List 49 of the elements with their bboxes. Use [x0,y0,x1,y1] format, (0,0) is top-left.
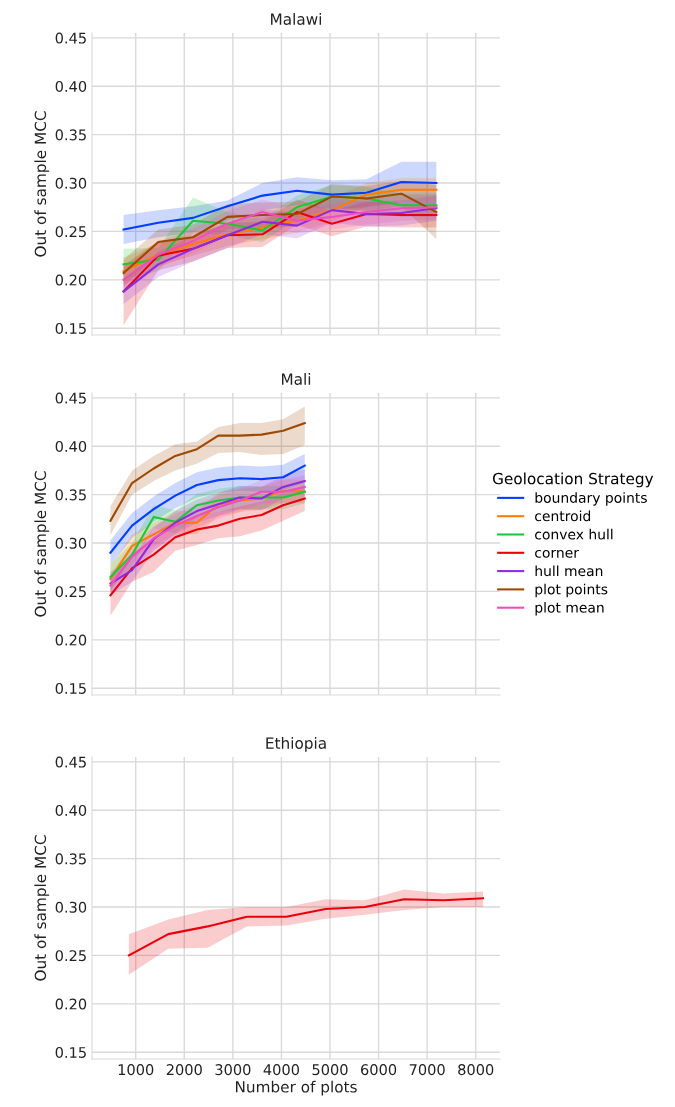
x-tick-label: 8000 [458,1064,494,1076]
legend-label: hull mean [535,565,603,577]
y-tick-label: 0.15 [55,1046,86,1058]
x-tick-label: 7000 [409,1064,445,1076]
y-tick-label: 0.20 [55,634,87,646]
chart-title: Ethiopia [266,737,326,752]
y-tick-label: 0.40 [55,80,87,92]
legend-label: corner [535,549,579,558]
y-tick-label: 0.25 [55,950,86,962]
y-tick-label: 0.20 [55,274,87,286]
y-tick-label: 0.35 [55,129,86,141]
line-series [109,421,306,522]
y-tick-label: 0.30 [55,537,87,549]
x-axis-title: Number of plots [235,1080,357,1096]
chart-title: Mali [281,373,311,385]
y-tick-label: 0.45 [55,756,86,768]
legend-label: boundary points [535,492,647,506]
x-tick-label: 1000 [118,1064,154,1076]
line-series [127,897,485,957]
legend-label: plot mean [535,602,604,616]
y-axis-title: Out of sample MCC [34,111,50,257]
y-tick-label: 0.30 [55,177,87,189]
y-tick-label: 0.45 [55,32,86,44]
y-tick-label: 0.35 [55,489,86,501]
y-tick-label: 0.45 [55,392,86,404]
chart-title: Malawi [271,13,322,25]
y-tick-label: 0.15 [55,682,86,694]
line-series [109,464,306,554]
legend-label: centroid [535,510,591,522]
x-tick-label: 2000 [166,1064,202,1076]
line-series [122,181,438,231]
line-series [109,497,306,597]
y-tick-label: 0.30 [55,901,87,913]
y-tick-label: 0.20 [55,998,87,1010]
y-tick-label: 0.25 [55,226,86,238]
y-tick-label: 0.40 [55,804,87,816]
y-tick-label: 0.40 [55,440,87,452]
y-tick-label: 0.15 [55,322,86,334]
x-tick-label: 3000 [215,1064,251,1076]
x-tick-label: 4000 [263,1064,300,1076]
legend-label: plot points [535,583,608,598]
legend-label: convex hull [535,528,613,540]
y-axis-title: Out of sample MCC [34,471,50,617]
y-axis-title: Out of sample MCC [34,835,50,981]
x-tick-label: 5000 [312,1064,348,1076]
x-tick-label: 6000 [361,1064,397,1076]
y-tick-label: 0.35 [55,853,86,865]
legend-title: Geolocation Strategy [492,472,654,488]
y-tick-label: 0.25 [55,586,86,598]
